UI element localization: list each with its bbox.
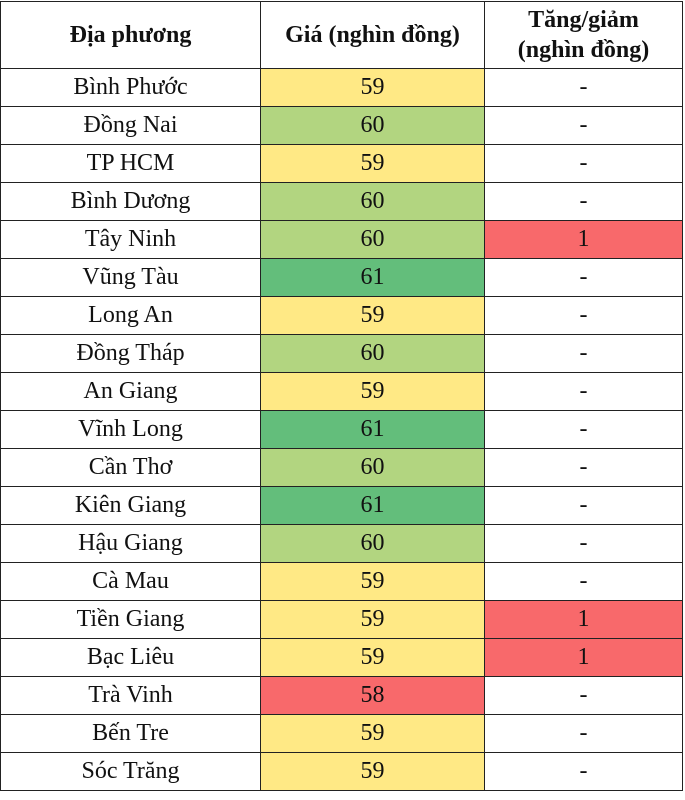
price-cell: 61 [260,410,485,449]
region-cell: TP HCM [0,144,261,183]
change-cell: - [484,144,683,183]
table-row: Bạc Liêu 59 1 [0,638,683,677]
price-cell: 58 [260,676,485,715]
table-row: Tiền Giang 59 1 [0,600,683,639]
price-cell: 61 [260,486,485,525]
region-cell: Cần Thơ [0,448,261,487]
change-cell: 1 [484,220,683,259]
price-cell: 59 [260,144,485,183]
change-cell: 1 [484,638,683,677]
table-row: Bến Tre 59- [0,714,683,753]
region-cell: Tây Ninh [0,220,261,259]
change-cell: - [484,562,683,601]
table-row: Bình Phước 59- [0,68,683,107]
region-cell: Hậu Giang [0,524,261,563]
price-cell: 60 [260,334,485,373]
change-cell: - [484,334,683,373]
region-cell: An Giang [0,372,261,411]
table-row: Cà Mau 59- [0,562,683,601]
price-cell: 59 [260,68,485,107]
header-region: Địa phương [0,1,261,69]
price-cell: 59 [260,714,485,753]
region-cell: Trà Vinh [0,676,261,715]
change-cell: - [484,448,683,487]
price-cell: 60 [260,106,485,145]
table-row: Đồng Tháp 60- [0,334,683,373]
price-cell: 59 [260,600,485,639]
region-cell: Cà Mau [0,562,261,601]
header-change: Tăng/giảm (nghìn đồng) [484,1,683,69]
price-cell: 59 [260,372,485,411]
table-row: Vũng Tàu 61- [0,258,683,297]
change-cell: - [484,524,683,563]
region-cell: Vĩnh Long [0,410,261,449]
price-cell: 60 [260,182,485,221]
price-cell: 61 [260,258,485,297]
change-cell: - [484,372,683,411]
region-cell: Đồng Nai [0,106,261,145]
table-row: Cần Thơ 60- [0,448,683,487]
table-row: TP HCM 59- [0,144,683,183]
header-row: Địa phương Giá (nghìn đồng) Tăng/giảm (ng… [0,1,683,69]
region-cell: Bình Dương [0,182,261,221]
table-row: Vĩnh Long 61- [0,410,683,449]
table-row: Long An 59- [0,296,683,335]
change-cell: - [484,68,683,107]
region-cell: Sóc Trăng [0,752,261,791]
change-cell: - [484,410,683,449]
table-row: Kiên Giang 61- [0,486,683,525]
table-row: Hậu Giang 60- [0,524,683,563]
header-price: Giá (nghìn đồng) [260,1,485,69]
change-cell: - [484,714,683,753]
price-cell: 60 [260,524,485,563]
change-cell: 1 [484,600,683,639]
change-cell: - [484,296,683,335]
region-cell: Long An [0,296,261,335]
region-cell: Bạc Liêu [0,638,261,677]
table-row: Đồng Nai 60- [0,106,683,145]
table-row: Bình Dương 60- [0,182,683,221]
table-row: An Giang 59- [0,372,683,411]
table-row: Tây Ninh 60 1 [0,220,683,259]
price-cell: 59 [260,638,485,677]
region-cell: Vũng Tàu [0,258,261,297]
table-row: Sóc Trăng 59- [0,752,683,791]
change-cell: - [484,752,683,791]
price-cell: 59 [260,752,485,791]
region-cell: Bến Tre [0,714,261,753]
region-cell: Tiền Giang [0,600,261,639]
price-cell: 59 [260,562,485,601]
change-cell: - [484,676,683,715]
change-cell: - [484,258,683,297]
region-cell: Đồng Tháp [0,334,261,373]
table-row: Trà Vinh 58- [0,676,683,715]
change-cell: - [484,486,683,525]
region-cell: Bình Phước [0,68,261,107]
price-cell: 60 [260,448,485,487]
change-cell: - [484,182,683,221]
change-cell: - [484,106,683,145]
price-cell: 59 [260,296,485,335]
region-cell: Kiên Giang [0,486,261,525]
price-cell: 60 [260,220,485,259]
